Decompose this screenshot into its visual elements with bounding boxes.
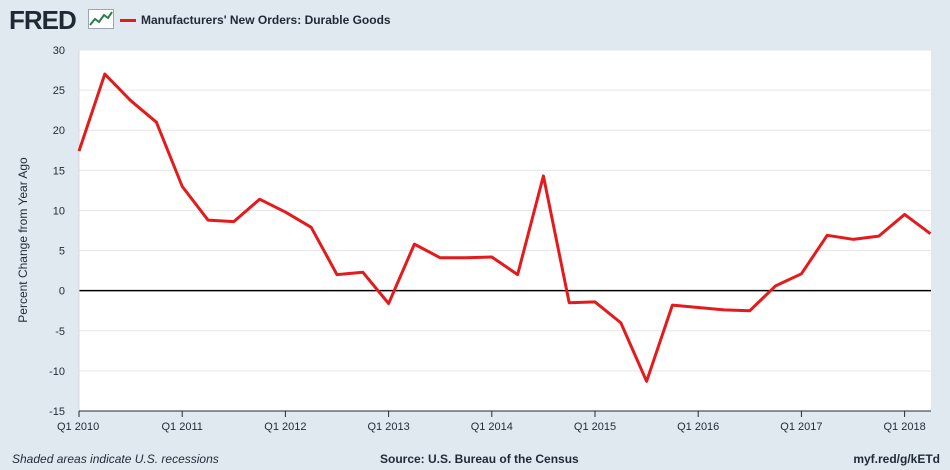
data-point[interactable] [748,309,752,313]
data-point[interactable] [799,272,803,276]
x-axis: Q1 2010 Q1 2011 Q1 2012 Q1 2013 Q1 2014 Q1 20… [57,410,931,433]
fred-chart-icon [88,9,114,29]
data-point[interactable] [851,237,855,241]
data-point[interactable] [619,321,623,325]
plot-area [79,50,931,411]
data-point[interactable] [438,256,442,260]
data-point[interactable] [361,270,365,274]
data-point[interactable] [129,99,133,103]
data-point[interactable] [232,220,236,224]
data-point[interactable] [877,234,881,238]
x-tick-label: Q1 2015 [574,421,616,433]
source-note: Source: U.S. Bureau of the Census [380,452,579,466]
chart-header: FRED Manufacturers' New Orders: Durable … [0,0,950,40]
data-point[interactable] [387,302,391,306]
short-url[interactable]: myf.red/g/kETd [853,452,940,466]
x-tick-label: Q1 2016 [677,421,719,433]
data-point[interactable] [464,256,468,260]
data-point[interactable] [567,301,571,305]
recession-note: Shaded areas indicate U.S. recessions [12,452,219,466]
x-tick-label: Q1 2017 [780,421,822,433]
data-point[interactable] [670,303,674,307]
data-point[interactable] [774,284,778,288]
x-tick-label: Q1 2018 [883,421,925,433]
y-tick-label: -15 [49,406,65,418]
data-point[interactable] [258,197,262,201]
y-tick-label: 5 [59,246,65,258]
data-point[interactable] [154,120,158,124]
data-point[interactable] [490,255,494,259]
y-tick-label: 10 [53,205,65,217]
x-tick-label: Q1 2012 [264,421,306,433]
data-point[interactable] [335,273,339,277]
data-point[interactable] [825,233,829,237]
x-tick-label: Q1 2013 [367,421,409,433]
data-point[interactable] [180,184,184,188]
y-tick-label: 20 [53,125,65,137]
data-point[interactable] [283,210,287,214]
y-tick-label: 30 [53,45,65,57]
data-point[interactable] [206,218,210,222]
data-point[interactable] [928,232,932,236]
data-point[interactable] [77,149,81,153]
x-tick-label: Q1 2014 [471,421,513,433]
y-tick-label: 15 [53,165,65,177]
data-point[interactable] [412,242,416,246]
legend-swatch [120,18,136,22]
y-axis-title: Percent Change from Year Ago [16,157,30,323]
data-point[interactable] [103,72,107,76]
y-axis: 30 25 20 15 10 5 0 -5 -10 -15 [49,45,80,418]
y-tick-label: -10 [49,366,65,378]
data-point[interactable] [903,212,907,216]
x-tick-label: Q1 2010 [57,421,99,433]
y-tick-label: -5 [55,326,65,338]
data-point[interactable] [645,379,649,383]
y-tick-label: 25 [53,85,65,97]
chart-legend: Manufacturers' New Orders: Durable Goods [120,13,391,27]
data-point[interactable] [309,225,313,229]
series-group [77,72,932,383]
data-point[interactable] [696,306,700,310]
legend-series-label: Manufacturers' New Orders: Durable Goods [141,13,391,27]
data-point[interactable] [541,174,545,178]
data-point[interactable] [516,273,520,277]
fred-logo[interactable]: FRED [9,5,77,35]
data-point[interactable] [722,308,726,312]
series-line[interactable] [77,72,932,383]
data-point[interactable] [593,300,597,304]
y-tick-label: 0 [59,286,65,298]
x-tick-label: Q1 2011 [162,421,203,433]
